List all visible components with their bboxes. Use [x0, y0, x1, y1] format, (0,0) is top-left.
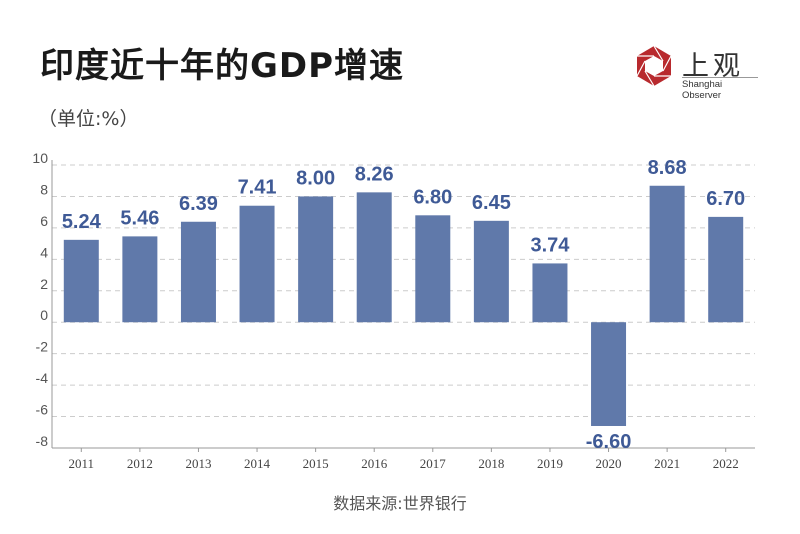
data-label: 6.80 [413, 186, 452, 208]
data-label: 6.45 [472, 192, 511, 214]
bar [239, 205, 275, 323]
data-label: -6.60 [586, 431, 632, 453]
bar [180, 221, 216, 323]
data-label: 6.39 [179, 193, 218, 215]
bar [532, 263, 568, 323]
y-tick-label: 0 [40, 307, 48, 323]
logo-en-text: Shanghai Observer [682, 77, 758, 101]
x-tick-label: 2019 [537, 456, 563, 471]
bar [122, 236, 158, 323]
y-tick-label: 4 [40, 244, 48, 260]
unit-label: （单位:%） [38, 108, 139, 130]
x-tick-label: 2014 [244, 456, 271, 471]
data-label: 8.68 [648, 157, 687, 179]
x-tick-label: 2017 [420, 456, 447, 471]
y-tick-label: -4 [36, 370, 49, 386]
data-label: 8.00 [296, 167, 335, 189]
x-tick-label: 2018 [478, 456, 504, 471]
y-tick-label: -8 [36, 433, 49, 449]
data-label: 6.70 [706, 188, 745, 210]
x-tick-label: 2020 [596, 456, 622, 471]
y-tick-label: 8 [40, 181, 48, 197]
data-label: 8.26 [355, 163, 394, 185]
x-tick-label: 2012 [127, 456, 153, 471]
x-tick-label: 2011 [69, 456, 95, 471]
bar [591, 322, 627, 426]
bar [415, 215, 451, 323]
bar [473, 220, 509, 323]
bar [649, 185, 685, 323]
y-tick-label: 6 [40, 213, 48, 229]
data-label: 3.74 [530, 234, 570, 256]
bar [708, 216, 744, 323]
data-label: 5.46 [120, 207, 159, 229]
x-tick-label: 2016 [361, 456, 388, 471]
x-tick-label: 2022 [713, 456, 739, 471]
logo: 上观 Shanghai Observer [632, 44, 762, 101]
logo-cn-text: 上观 [682, 51, 744, 82]
y-tick-label: 10 [32, 150, 48, 166]
y-tick-label: -6 [36, 402, 49, 418]
data-label: 5.24 [62, 211, 102, 233]
x-tick-label: 2015 [303, 456, 329, 471]
bar [356, 192, 392, 323]
y-tick-label: 2 [40, 276, 48, 292]
data-label: 7.41 [238, 177, 277, 199]
source-note: 数据来源:世界银行 [333, 494, 467, 513]
x-tick-label: 2013 [185, 456, 211, 471]
x-tick-label: 2021 [654, 456, 680, 471]
bar [63, 239, 99, 323]
page-title: 印度近十年的GDP增速 [40, 46, 405, 86]
bar [298, 196, 334, 323]
y-tick-label: -2 [36, 339, 49, 355]
logo-hexagon-icon [636, 45, 672, 87]
